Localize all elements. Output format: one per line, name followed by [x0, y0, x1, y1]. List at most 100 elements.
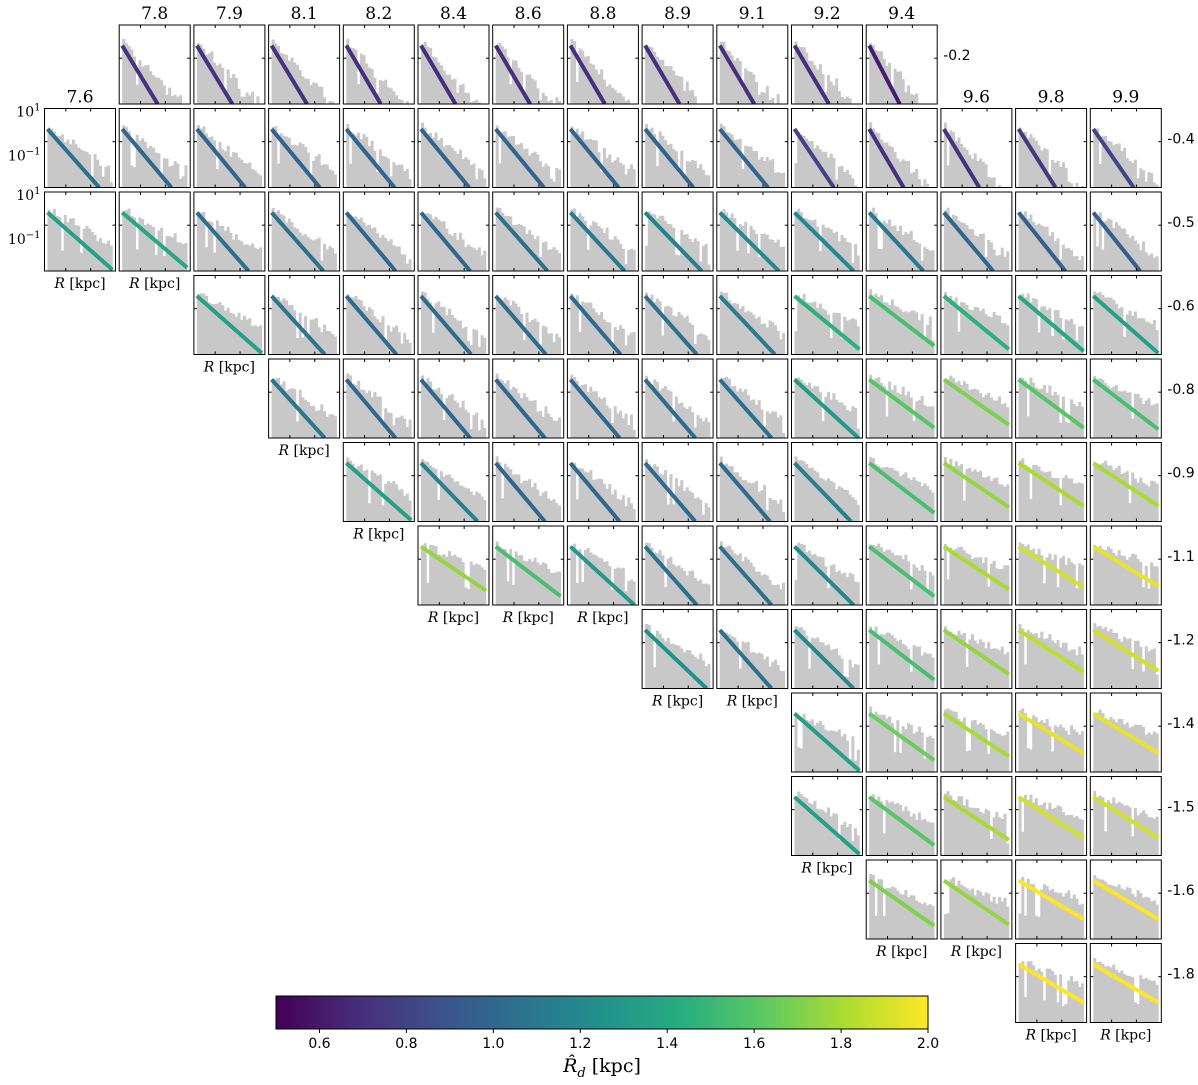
histogram-bar [882, 220, 886, 271]
histogram-bar [677, 645, 681, 689]
histogram-bar [730, 549, 734, 605]
column-label: 8.6 [515, 4, 542, 24]
histogram-bar [725, 212, 729, 271]
histogram-bar [854, 244, 858, 271]
histogram-bar [666, 558, 670, 605]
histogram-bar [923, 341, 927, 355]
histogram-bar [998, 185, 1002, 188]
histogram-bar [66, 222, 70, 271]
histogram-bar [1029, 214, 1033, 271]
fit-line [568, 127, 621, 188]
histogram-bar [658, 549, 662, 605]
histogram-bar [1042, 638, 1046, 689]
histogram-bar [837, 570, 841, 605]
histogram-bar [880, 139, 884, 188]
histogram-bar [461, 159, 465, 188]
panel [268, 24, 341, 105]
histogram-bar [880, 295, 884, 355]
histogram-bar [1040, 805, 1044, 856]
histogram-bar [354, 295, 358, 355]
histogram-bar [765, 656, 769, 689]
histogram-bar [954, 140, 958, 188]
histogram-bar [1139, 724, 1143, 772]
histogram-bar [725, 50, 729, 104]
histogram-bar [1021, 132, 1025, 188]
histogram-bar [898, 639, 902, 689]
histogram-bar [874, 711, 878, 772]
histogram-bar [979, 310, 983, 355]
histogram-bar [979, 158, 983, 188]
histogram-bar [691, 159, 695, 188]
histogram-bar [503, 297, 507, 355]
histogram-bar [755, 480, 759, 522]
histogram-bar [509, 305, 513, 355]
histogram-bar [1096, 547, 1100, 605]
histogram-bar [666, 504, 670, 522]
histogram-bar [722, 631, 726, 689]
histogram-bar [1109, 716, 1113, 772]
histogram-bar [1037, 805, 1041, 856]
histogram-bar [581, 384, 585, 438]
histogram-bar [880, 879, 884, 939]
histogram-bar [351, 383, 355, 438]
histogram-bar [423, 461, 427, 522]
histogram-bar [124, 210, 128, 271]
histogram-bar [445, 556, 449, 605]
histogram-bar [773, 659, 777, 689]
histogram-bar [821, 724, 825, 772]
histogram-bar [1032, 464, 1036, 522]
histogram-bar [821, 308, 825, 355]
fit-line [344, 461, 413, 522]
histogram-bar [854, 319, 858, 355]
histogram-bar [653, 214, 657, 271]
histogram-bar [218, 302, 222, 355]
histogram-bar [727, 217, 731, 271]
histogram-bar [384, 408, 388, 438]
histogram-bar [202, 126, 206, 188]
histogram-bar [1040, 971, 1044, 1023]
histogram-bar [287, 389, 291, 438]
histogram-bar [794, 41, 798, 104]
histogram-bar [271, 378, 275, 438]
column-label: 7.6 [66, 88, 93, 108]
histogram-bar [683, 570, 687, 605]
histogram-bar [1125, 559, 1129, 605]
histogram-bar [1045, 392, 1049, 438]
histogram-bar [1067, 478, 1071, 522]
histogram-bar [1147, 897, 1151, 939]
histogram-bar [122, 125, 126, 188]
histogram-bar [1144, 181, 1148, 188]
histogram-bar [907, 810, 911, 856]
histogram-bar [52, 131, 56, 188]
histogram-bar [202, 211, 206, 271]
histogram-bar [162, 85, 166, 104]
histogram-bar [154, 77, 158, 104]
panel [1015, 859, 1088, 940]
histogram-bar [898, 893, 902, 939]
histogram-bar [215, 303, 219, 355]
fit-line [867, 128, 906, 188]
histogram-bar [835, 312, 839, 355]
histogram-bar [869, 797, 873, 856]
histogram-bar [885, 718, 889, 772]
histogram-bar [384, 156, 388, 188]
histogram-bar [362, 55, 366, 104]
histogram-bar [1026, 629, 1030, 689]
histogram-bar [423, 41, 427, 104]
histogram-bar [210, 222, 214, 271]
histogram-bar [1048, 385, 1052, 438]
histogram-bar [461, 561, 465, 605]
histogram-bar [647, 624, 651, 689]
histogram-bar [693, 238, 697, 271]
histogram-bar [544, 96, 548, 104]
histogram-bar [840, 573, 844, 605]
colorbar-tick-label: 1.6 [743, 1036, 765, 1052]
histogram-bar [511, 387, 515, 438]
histogram-bar [1114, 803, 1118, 856]
histogram-bar [1128, 888, 1132, 939]
panel [342, 108, 415, 188]
histogram-bar [893, 68, 897, 104]
histogram-bar [1045, 472, 1049, 522]
histogram-bar [699, 333, 703, 355]
histogram-bar [1045, 886, 1049, 939]
